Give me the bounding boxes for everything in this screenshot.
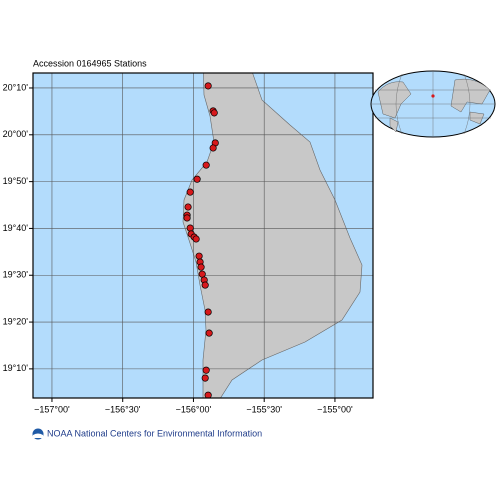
x-tick-label: −156°00' [176, 404, 212, 414]
y-tick-label: 19°30' [3, 270, 29, 280]
station-marker [202, 161, 210, 169]
y-tick-label: 19°20' [3, 316, 29, 326]
y-tick-label: 20°00' [3, 129, 29, 139]
station-marker [186, 224, 194, 232]
station-marker [195, 252, 203, 260]
y-tick-label: 19°50' [3, 176, 29, 186]
station-marker [184, 203, 192, 211]
x-tick-label: −155°00' [317, 404, 353, 414]
station-marker [192, 235, 200, 243]
station-marker [210, 109, 218, 117]
y-tick-label: 19°10' [3, 363, 29, 373]
map-title: Accession 0164965 Stations [33, 58, 147, 68]
station-marker [205, 329, 213, 337]
y-tick-label: 20°10' [3, 82, 29, 92]
station-marker [209, 144, 217, 152]
station-marker [202, 366, 210, 374]
y-tick-label: 19°40' [3, 223, 29, 233]
station-marker [204, 391, 212, 398]
x-tick-label: −155°30' [246, 404, 282, 414]
map-frame [32, 72, 374, 399]
inset-globe [370, 70, 496, 138]
station-marker [204, 308, 212, 316]
station-marker [198, 270, 206, 278]
x-tick-label: −157°00' [34, 404, 70, 414]
station-marker [186, 188, 194, 196]
x-tick-label: −156°30' [105, 404, 141, 414]
station-marker [193, 175, 201, 183]
station-marker [197, 263, 205, 271]
station-marker [204, 82, 212, 90]
source-credit: NOAA National Centers for Environmental … [47, 428, 262, 438]
station-marker [201, 374, 209, 382]
noaa-logo [32, 428, 44, 440]
station-marker [183, 214, 191, 222]
station-marker [201, 281, 209, 289]
